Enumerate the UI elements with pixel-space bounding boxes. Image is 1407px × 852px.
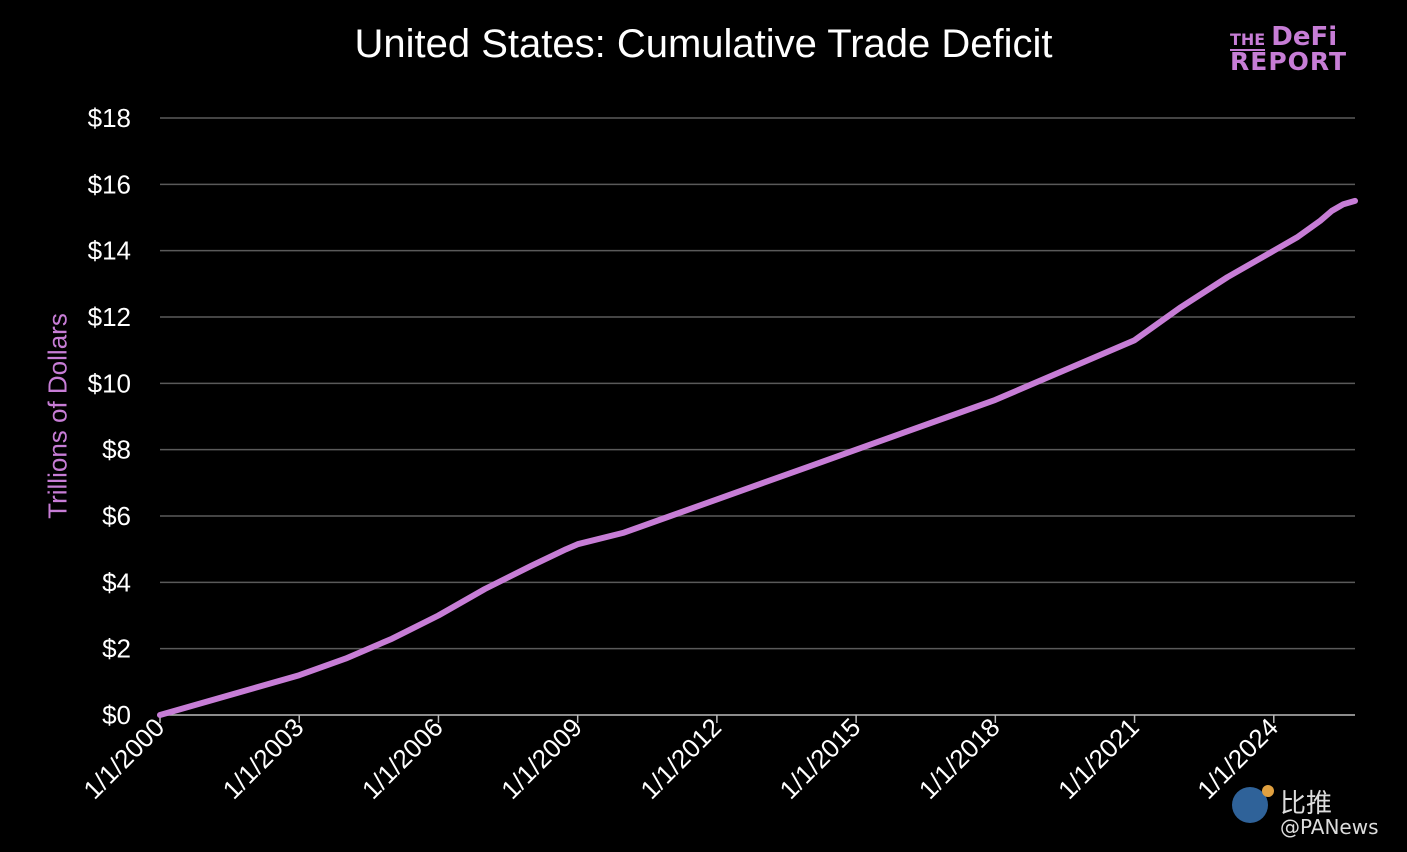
series-line xyxy=(157,197,1358,718)
x-tick-label: 1/1/2018 xyxy=(913,712,1006,805)
x-tick-label: 1/1/2021 xyxy=(1052,712,1145,805)
y-tick-label: $6 xyxy=(102,501,131,531)
x-tick-label: 1/1/2009 xyxy=(495,712,588,805)
x-tick-label: 1/1/2012 xyxy=(634,712,727,805)
gridlines xyxy=(160,117,1355,650)
y-tick-label: $18 xyxy=(88,103,131,133)
y-tick-label: $16 xyxy=(88,169,131,199)
y-tick-label: $10 xyxy=(88,368,131,398)
y-tick-label: $4 xyxy=(102,567,131,597)
watermark-cn: 比推 xyxy=(1280,789,1333,819)
x-axis xyxy=(159,714,1355,723)
panews-watermark: 比推 @PANews xyxy=(1222,783,1402,843)
y-tick-label: $12 xyxy=(88,302,131,332)
x-tick-label: 1/1/2006 xyxy=(356,712,449,805)
y-tick-label: $8 xyxy=(102,435,131,465)
coin-icon xyxy=(1262,785,1274,797)
x-tick-label: 1/1/2015 xyxy=(774,712,867,805)
logo-the: THE xyxy=(1230,30,1266,51)
logo-report: REPORT xyxy=(1230,47,1348,76)
x-tick-label: 1/1/2003 xyxy=(217,712,310,805)
y-tick-labels: $0 $2 $4 $6 $8 $10 $12 $14 $16 $18 xyxy=(88,103,131,730)
defi-report-logo: THE DeFi REPORT xyxy=(1230,24,1347,74)
x-tick-labels: 1/1/2000 1/1/2003 1/1/2006 1/1/2009 1/1/2012… xyxy=(77,712,1284,805)
y-tick-label: $2 xyxy=(102,634,131,664)
watermark-en: @PANews xyxy=(1280,815,1379,839)
logo-defi: DeFi xyxy=(1271,22,1338,52)
series-layer xyxy=(157,197,1358,718)
y-tick-label: $14 xyxy=(88,236,131,266)
chart-title: United States: Cumulative Trade Deficit xyxy=(354,22,1053,66)
y-tick-label: $0 xyxy=(102,700,131,730)
